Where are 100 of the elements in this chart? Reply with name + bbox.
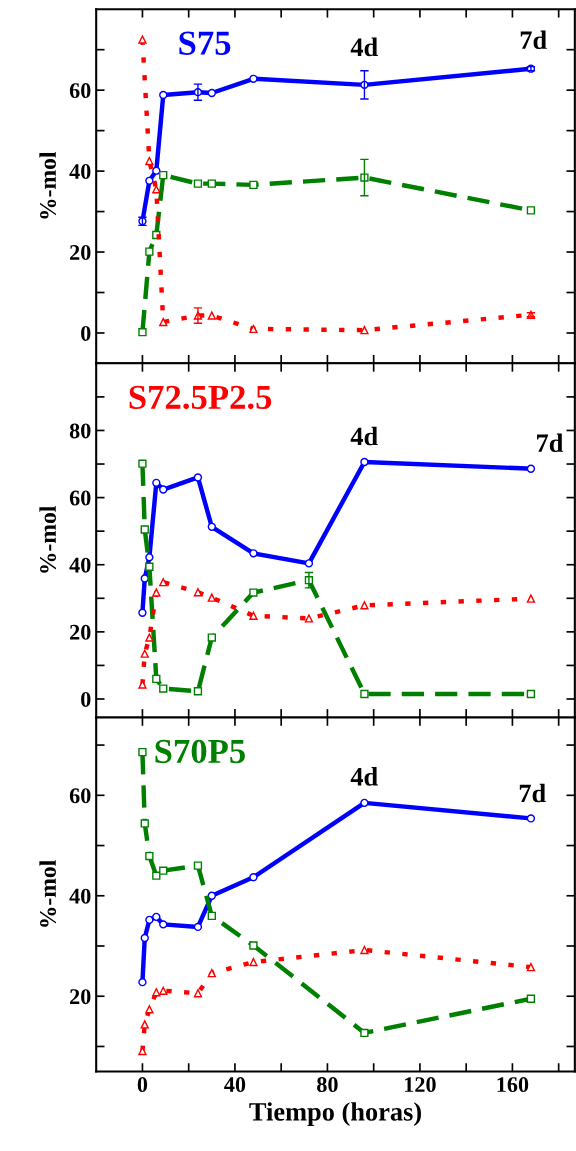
point [193, 588, 203, 597]
point [207, 88, 216, 98]
point [207, 891, 216, 900]
point [159, 920, 168, 929]
point [159, 90, 168, 100]
point [526, 206, 536, 215]
point [152, 674, 161, 684]
point [145, 176, 154, 185]
x-tick-label: 0 [137, 1077, 148, 1093]
point [249, 180, 258, 190]
point [526, 962, 536, 972]
point [140, 1020, 149, 1029]
y-axis-title: %-mol [39, 506, 57, 573]
point [152, 166, 161, 175]
y-tick-label: 60 [69, 490, 91, 506]
y-tick-label: 20 [70, 989, 91, 1005]
point [145, 562, 154, 571]
point [138, 459, 147, 468]
y-axis-title: %-mol [39, 860, 57, 927]
point [193, 922, 203, 932]
x-tick-label: 120 [405, 1077, 436, 1093]
point [526, 814, 536, 823]
point [138, 608, 147, 617]
y-tick-label: 40 [69, 557, 91, 573]
y-tick-label: 20 [70, 624, 91, 640]
point [145, 633, 154, 642]
point [159, 317, 168, 327]
point [207, 968, 216, 978]
point [145, 156, 154, 166]
point [207, 911, 216, 921]
point [152, 478, 161, 487]
point [207, 633, 216, 642]
point [249, 941, 258, 950]
point [526, 689, 536, 699]
point [193, 473, 203, 482]
point [138, 747, 147, 757]
y-axis-title: %-mol [39, 151, 57, 219]
point [526, 464, 536, 473]
point [207, 311, 216, 320]
y-tick-label: 0 [81, 325, 91, 341]
point [159, 578, 168, 587]
y-tick-label: 80 [69, 423, 91, 439]
y-tick-label: 0 [81, 691, 91, 707]
annotation: 4d [350, 426, 378, 446]
point [207, 179, 216, 188]
x-tick-label: 80 [317, 1077, 338, 1093]
annotation: 7d [537, 433, 564, 453]
point [249, 873, 258, 882]
point [193, 687, 203, 696]
point [360, 945, 369, 955]
y-tick-label: 60 [69, 788, 91, 804]
chart-title: S70P5 [155, 739, 245, 764]
point [140, 574, 149, 583]
y-tick-label: 20 [70, 244, 91, 260]
annotation: 7d [519, 783, 546, 803]
point [159, 684, 168, 693]
point [145, 247, 154, 256]
point [138, 680, 147, 689]
annotation: 4d [350, 37, 378, 57]
annotation: 4d [350, 767, 378, 786]
point [304, 614, 314, 623]
point [304, 559, 314, 568]
chart-title: S75 [179, 31, 231, 55]
point [138, 978, 147, 987]
point [249, 324, 258, 334]
point [249, 549, 258, 558]
point [360, 601, 369, 610]
point [159, 986, 168, 995]
point [152, 185, 161, 194]
x-axis-title: Tiempo (horas) [249, 1102, 421, 1127]
point [140, 525, 149, 534]
point [360, 457, 369, 467]
annotation: 7d [520, 30, 547, 50]
point [193, 179, 203, 188]
point [249, 588, 258, 597]
x-tick-label: 160 [497, 1077, 529, 1093]
point [193, 861, 203, 870]
point [526, 594, 536, 603]
point [207, 522, 216, 531]
point [152, 912, 161, 922]
point [159, 170, 168, 180]
point [193, 989, 203, 998]
point [249, 611, 258, 620]
point [140, 649, 149, 658]
point [360, 689, 369, 699]
y-tick-label: 40 [69, 888, 91, 904]
point [207, 593, 216, 602]
point [140, 819, 149, 828]
point [360, 1028, 369, 1038]
point [145, 915, 154, 925]
point [249, 74, 258, 83]
y-tick-label: 60 [69, 83, 91, 99]
point [145, 553, 154, 562]
point [145, 851, 154, 861]
y-tick-label: 40 [69, 164, 91, 180]
point [159, 485, 168, 494]
point [526, 994, 536, 1003]
point [152, 588, 161, 597]
chart-title: S72.5P2.5 [129, 385, 272, 410]
point [249, 957, 258, 967]
